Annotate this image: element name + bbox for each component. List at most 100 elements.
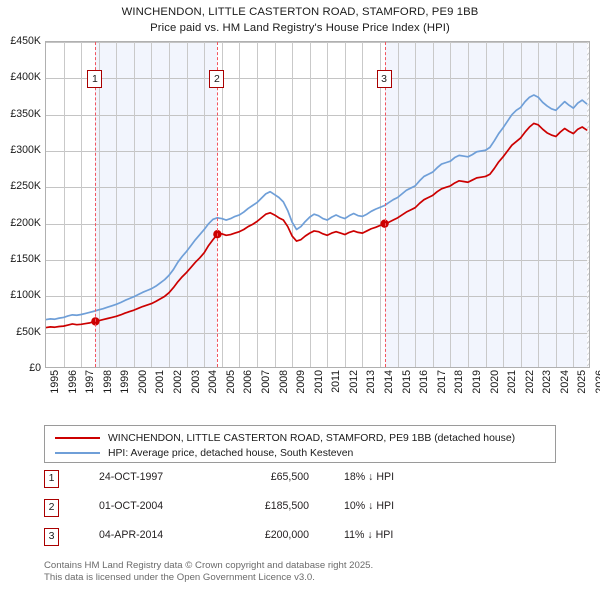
gridline-vertical: [204, 42, 206, 367]
gridline-vertical: [169, 42, 171, 367]
series-line-price-paid: [46, 122, 588, 329]
event-flag-1[interactable]: 1: [87, 70, 103, 88]
x-axis-tick-label: 1995: [49, 370, 61, 394]
y-axis-tick-label: £400K: [10, 71, 41, 84]
gridline-horizontal: [46, 42, 589, 43]
gridline-vertical: [98, 42, 100, 367]
chart-legend: WINCHENDON, LITTLE CASTERTON ROAD, STAMF…: [44, 425, 556, 463]
transaction-date-2: 01-OCT-2004: [99, 500, 164, 512]
x-axis-tick-label: 2025: [576, 370, 589, 394]
gridline-vertical: [415, 42, 417, 367]
y-axis-tick-label: £150K: [10, 253, 41, 265]
gridline-horizontal: [46, 296, 589, 298]
event-line-2: [217, 42, 219, 367]
x-axis-tick-label: 2011: [330, 370, 343, 393]
x-axis-tick-label: 2026: [594, 370, 600, 394]
x-axis-tick-label: 2018: [453, 370, 466, 394]
legend-swatch-price-paid-icon: [55, 437, 100, 439]
gridline-vertical: [344, 42, 346, 367]
transactions-table: 1 24-OCT-1997 £65,500 18% ↓ HPI 2 01-OCT…: [44, 470, 564, 557]
chart-plot-area[interactable]: [45, 41, 590, 368]
event-flag-2[interactable]: 2: [209, 70, 225, 88]
x-axis-tick-label: 2014: [383, 370, 396, 394]
footer-line-1: Contains HM Land Registry data © Crown c…: [44, 560, 374, 571]
x-axis-tick-label: 2016: [418, 370, 431, 394]
x-axis-tick-label: 2003: [189, 370, 202, 394]
x-axis-tick-label: 2024: [558, 370, 571, 394]
gridline-vertical: [327, 42, 329, 367]
gridline-vertical: [362, 42, 364, 367]
gridline-vertical: [151, 42, 153, 367]
x-axis-tick-label: 2015: [400, 370, 413, 394]
series-container: [46, 94, 588, 329]
y-axis-labels: £0 £50K £100K £150K £200K £250K £300K £350K £400…: [0, 0, 45, 590]
x-axis-tick-label: 2009: [295, 370, 308, 394]
gridline-vertical: [503, 42, 505, 367]
transaction-hpi-delta-1: 18% ↓ HPI: [344, 471, 395, 483]
x-axis-tick-label: 1999: [119, 370, 132, 394]
x-axis-tick-label: 2001: [154, 370, 167, 394]
gridline-vertical: [555, 42, 557, 367]
footer-line-2: This data is licensed under the Open Gov…: [44, 571, 315, 583]
legend-label-hpi: HPI: Average price, detached house, Sout…: [108, 447, 354, 459]
gridline-vertical: [274, 42, 276, 367]
gridline-vertical: [221, 42, 223, 367]
x-axis-tick-label: 2002: [172, 370, 185, 394]
transaction-hpi-delta-2: 10% ↓ HPI: [344, 500, 395, 512]
transaction-badge-2: 2: [44, 499, 59, 517]
y-axis-tick-label: £350K: [10, 107, 41, 120]
x-axis-tick-label: 2005: [224, 370, 237, 394]
y-axis-tick-label: £50K: [16, 325, 41, 338]
legend-item-price-paid: WINCHENDON, LITTLE CASTERTON ROAD, STAMF…: [51, 431, 549, 445]
gridline-horizontal: [46, 260, 589, 261]
transaction-price-2: £185,500: [264, 500, 309, 512]
title-line-2: Price paid vs. HM Land Registry's House …: [150, 22, 450, 34]
x-axis-tick-label: 2023: [541, 370, 554, 394]
y-axis-tick-label: £0: [29, 362, 41, 374]
gridline-vertical: [520, 42, 522, 367]
future-projection-region: [587, 42, 589, 367]
shaded-band-1: [95, 42, 218, 367]
gridline-horizontal: [46, 187, 589, 189]
gridline-vertical: [397, 42, 399, 367]
gridline-vertical: [81, 42, 83, 367]
gridline-vertical: [292, 42, 294, 367]
footer-attribution: Contains HM Land Registry data © Crown c…: [44, 560, 584, 583]
gridline-horizontal: [46, 332, 589, 334]
event-flag-3[interactable]: 3: [376, 70, 392, 88]
x-axis-tick-label: 2000: [136, 370, 149, 394]
x-axis-tick-label: 2019: [470, 370, 483, 394]
x-axis-tick-label: 2008: [277, 370, 290, 394]
gridline-horizontal: [46, 151, 589, 152]
transaction-date-1: 24-OCT-1997: [99, 471, 164, 483]
gridline-vertical: [133, 42, 135, 367]
x-axis-tick-label: 2013: [365, 370, 378, 394]
transaction-price-1: £65,500: [270, 471, 309, 483]
y-axis-tick-label: £450K: [10, 35, 41, 47]
x-axis-tick-label: 2007: [259, 370, 272, 394]
gridline-vertical: [432, 42, 434, 367]
event-line-1: [95, 42, 97, 367]
x-axis-tick-label: 2004: [207, 370, 220, 394]
series-line-hpi: [46, 94, 588, 321]
table-row[interactable]: 2 01-OCT-2004 £185,500 10% ↓ HPI: [44, 499, 564, 528]
gridline-horizontal: [46, 223, 589, 225]
transaction-badge-1: 1: [44, 470, 59, 488]
table-row[interactable]: 1 24-OCT-1997 £65,500 18% ↓ HPI: [44, 470, 564, 499]
x-axis-tick-label: 2021: [506, 370, 519, 394]
table-row[interactable]: 3 04-APR-2014 £200,000 11% ↓ HPI: [44, 528, 564, 557]
gridline-vertical: [538, 42, 540, 367]
x-axis-tick-label: 1996: [66, 370, 79, 394]
y-axis-tick-label: £300K: [10, 144, 41, 156]
legend-item-hpi: HPI: Average price, detached house, Sout…: [51, 446, 549, 460]
transaction-date-3: 04-APR-2014: [99, 529, 164, 541]
x-axis-tick-label: 2006: [242, 370, 255, 394]
x-axis-tick-label: 2020: [488, 370, 501, 394]
x-axis-tick-label: 2012: [347, 370, 360, 394]
transaction-badge-3: 3: [44, 528, 59, 546]
y-axis-tick-label: £100K: [10, 289, 41, 302]
gridline-vertical: [309, 42, 311, 367]
gridline-vertical: [573, 42, 575, 367]
x-axis-labels: 1995 1996 1997 1998 1999 2000 2001 2002 2003 2004…: [0, 370, 600, 416]
